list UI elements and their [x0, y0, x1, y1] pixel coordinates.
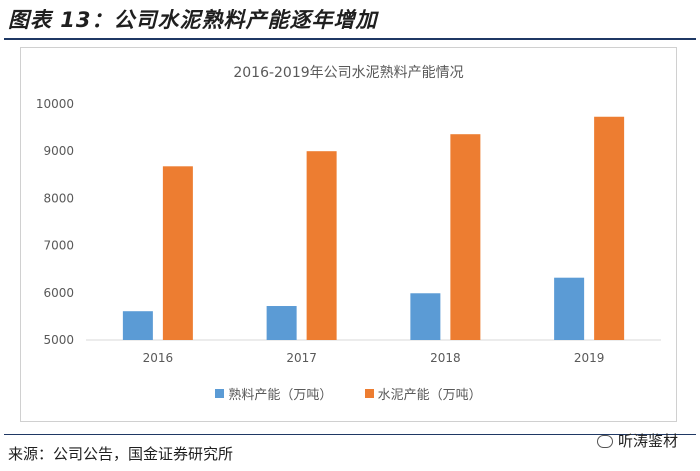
x-tick-label: 2016: [143, 351, 174, 365]
y-tick-label: 6000: [43, 286, 74, 300]
bottom-rule: [4, 434, 696, 435]
bar-chart: 5000 6000 7000 8000 9000 10000 2016 2017 2018 201…: [36, 97, 661, 365]
legend-swatch-cement: [364, 389, 374, 398]
y-tick-label: 8000: [43, 191, 74, 205]
bar-clinker-2016: [122, 311, 153, 340]
figure-title: 图表 13：公司水泥熟料产能逐年增加: [8, 8, 378, 32]
legend-label-clinker: 熟料产能（万吨）: [228, 388, 333, 403]
bar-cement-2017: [306, 151, 337, 340]
legend: 熟料产能（万吨） 水泥产能（万吨）: [21, 384, 676, 403]
watermark-label: 听涛鉴材: [617, 432, 678, 450]
bar-clinker-2019: [554, 277, 585, 340]
wechat-icon: [596, 435, 613, 448]
y-tick-label: 5000: [43, 333, 74, 347]
y-tick-label: 7000: [43, 239, 74, 253]
legend-label-cement: 水泥产能（万吨）: [377, 388, 482, 403]
bar-clinker-2017: [266, 306, 297, 340]
bar-cement-2016: [162, 166, 193, 340]
legend-swatch-clinker: [215, 389, 225, 398]
bar-cement-2018: [450, 134, 481, 340]
x-tick-label: 2019: [574, 351, 605, 365]
legend-item-clinker: 熟料产能（万吨）: [215, 384, 332, 403]
chart-title: 2016-2019年公司水泥熟料产能情况: [233, 65, 464, 81]
top-rule: [4, 38, 696, 40]
y-tick-label: 10000: [36, 97, 74, 111]
bar-clinker-2018: [410, 293, 441, 340]
source-note: 来源：公司公告，国金证券研究所: [8, 445, 234, 463]
x-tick-label: 2017: [286, 351, 317, 365]
x-tick-label: 2018: [430, 351, 461, 365]
legend-item-cement: 水泥产能（万吨）: [364, 384, 482, 403]
y-tick-label: 9000: [43, 144, 74, 158]
watermark: 听涛鉴材: [596, 430, 678, 451]
chart-container: 2016-2019年公司水泥熟料产能情况 5000 6000 7000 8000 900…: [20, 47, 677, 422]
bar-cement-2019: [594, 116, 625, 340]
